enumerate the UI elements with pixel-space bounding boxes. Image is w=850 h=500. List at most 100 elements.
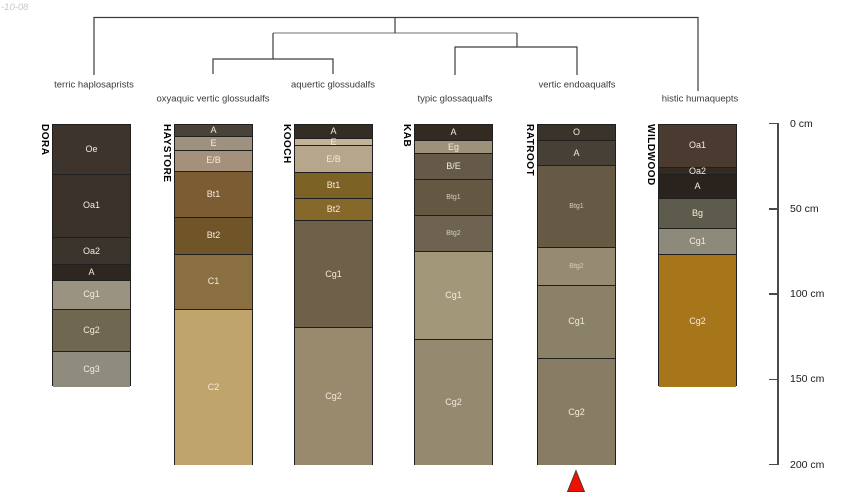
depth-tick: [769, 122, 779, 125]
horizon-WILDWOOD-Bg: Bg: [659, 197, 736, 229]
horizon-label: E: [330, 136, 337, 147]
horizon-WILDWOOD-Oa2: Oa2: [659, 165, 736, 176]
horizon-WILDWOOD-Cg1: Cg1: [659, 228, 736, 255]
sample-marker: [566, 469, 586, 492]
horizon-label: B/E: [446, 161, 461, 172]
horizon-KOOCH-Cg1: Cg1: [295, 219, 372, 328]
horizon-KOOCH-A: A: [295, 124, 372, 139]
horizon-label: Cg2: [689, 315, 706, 326]
horizon-DORA-Cg3: Cg3: [53, 351, 130, 388]
profile-DORA: Oe Oa1 Oa2 A Cg1 Cg2 Cg3: [52, 123, 131, 388]
horizon-HAYSTORE-C1: C1: [175, 254, 252, 309]
dendrogram-edge: [93, 16, 699, 91]
depth-tick: [769, 463, 779, 466]
horizon-label: A: [573, 147, 580, 158]
horizon-KAB-Cg2: Cg2: [415, 339, 492, 466]
horizon-RATROOT-Btg2: Btg2: [538, 247, 615, 285]
horizon-HAYSTORE-A: A: [175, 124, 252, 137]
horizon-label: E/B: [206, 155, 221, 166]
horizon-label: O: [572, 126, 580, 137]
horizon-label: C2: [207, 382, 220, 392]
horizon-DORA-Oa2: Oa2: [53, 237, 130, 265]
horizon-label: Eg: [447, 141, 459, 152]
taxon-label-oxyaquic-vertic-glossudalfs: oxyaquic vertic glossudalfs: [157, 94, 270, 105]
horizon-RATROOT-A: A: [538, 139, 615, 166]
profile-id-DORA: DORA: [39, 123, 50, 155]
horizon-DORA-Cg2: Cg2: [53, 308, 130, 352]
horizon-label: Cg2: [445, 397, 462, 408]
dendrogram-edge: [454, 46, 578, 75]
horizon-DORA-Cg1: Cg1: [53, 279, 130, 309]
horizon-KAB-A: A: [415, 124, 492, 140]
dendrogram-edge: [212, 58, 334, 74]
horizon-label: Oe: [85, 143, 98, 154]
depth-tick-label: 100 cm: [790, 288, 825, 300]
horizon-label: Cg1: [568, 316, 585, 327]
horizon-label: A: [694, 180, 701, 191]
horizon-label: Cg1: [445, 289, 462, 300]
horizon-WILDWOOD-Cg2: Cg2: [659, 254, 736, 388]
horizon-KAB-Cg1: Cg1: [415, 250, 492, 340]
dendrogram: terric haplosaprists oxyaquic vertic glo…: [54, 16, 739, 105]
sample-marker-triangle-icon: [566, 469, 586, 492]
horizon-label: Btg2: [569, 262, 584, 270]
horizon-label: Cg2: [83, 324, 100, 335]
horizon-label: Btg1: [446, 193, 461, 201]
horizon-label: E: [210, 138, 217, 149]
horizon-KAB-Eg: Eg: [415, 139, 492, 154]
taxon-label-typic-glossaqualfs: typic glossaqualfs: [418, 94, 493, 105]
horizon-label: Bt1: [326, 179, 341, 190]
profile-WILDWOOD: Oa1 Oa2 A Bg Cg1 Cg2: [658, 123, 737, 388]
horizon-label: Btg1: [569, 203, 584, 211]
profile-id-RATROOT: RATROOT: [524, 123, 535, 176]
horizon-label: E/B: [326, 153, 341, 164]
depth-tick-label: 200 cm: [790, 458, 825, 471]
horizon-label: A: [330, 125, 337, 136]
horizon-label: Bg: [691, 208, 703, 219]
profile-id-KOOCH: KOOCH: [281, 123, 292, 164]
horizon-HAYSTORE-C2: C2: [175, 308, 252, 466]
horizon-RATROOT-Btg1: Btg1: [538, 165, 615, 248]
horizon-DORA-A: A: [53, 264, 130, 280]
horizon-KOOCH-E/B: E/B: [295, 144, 372, 173]
horizon-label: Oa2: [82, 245, 100, 256]
horizon-KAB-Btg2: Btg2: [415, 214, 492, 251]
profile-id-KAB: KAB: [401, 123, 412, 147]
horizon-DORA-Oa1: Oa1: [53, 173, 130, 238]
depth-tick: [769, 293, 779, 295]
horizon-KOOCH-E: E: [295, 136, 372, 147]
profile-HAYSTORE: A E E/B Bt1 Bt2 C1 C2: [174, 123, 253, 466]
horizon-HAYSTORE-E: E: [175, 136, 252, 151]
horizon-label: A: [88, 266, 95, 277]
horizon-HAYSTORE-E/B: E/B: [175, 150, 252, 171]
horizon-RATROOT-Cg1: Cg1: [538, 284, 615, 359]
horizon-DORA-Oe: Oe: [53, 124, 130, 174]
horizon-WILDWOOD-A: A: [659, 173, 736, 198]
horizon-label: Cg2: [568, 406, 585, 417]
horizon-label: Cg3: [83, 364, 100, 375]
horizon-label: Cg2: [325, 391, 342, 402]
horizon-KAB-Btg1: Btg1: [415, 179, 492, 215]
depth-tick: [769, 208, 779, 210]
horizon-label: A: [450, 126, 457, 137]
horizon-label: Bt2: [326, 203, 341, 214]
taxon-label-histic-humaquepts: histic humaquepts: [662, 94, 739, 105]
horizon-label: Cg1: [83, 289, 100, 300]
taxon-label-vertic-endoaqualfs: vertic endoaqualfs: [538, 80, 615, 91]
depth-tick-label: 150 cm: [790, 373, 825, 386]
horizon-label: Oa1: [688, 140, 706, 151]
taxon-label-aquertic-glossudalfs: aquertic glossudalfs: [291, 80, 375, 91]
depth-tick-label: 0 cm: [790, 117, 813, 130]
profile-id-HAYSTORE: HAYSTORE: [161, 123, 172, 182]
profile-KAB: A Eg B/E Btg1 Btg2 Cg1 Cg2: [414, 123, 493, 466]
horizon-KAB-B/E: B/E: [415, 153, 492, 180]
horizon-label: Oa2: [688, 165, 706, 176]
horizon-RATROOT-Cg2: Cg2: [538, 358, 615, 466]
horizon-HAYSTORE-Bt1: Bt1: [175, 170, 252, 217]
depth-tick-label: 50 cm: [790, 202, 819, 215]
horizon-KOOCH-Bt2: Bt2: [295, 197, 372, 220]
taxon-label-terric-haplosaprists: terric haplosaprists: [54, 80, 134, 91]
horizon-label: A: [210, 124, 217, 135]
horizon-label: Cg1: [689, 236, 706, 247]
profile-KOOCH: A E E/B Bt1 Bt2 Cg1 Cg2: [294, 123, 373, 466]
